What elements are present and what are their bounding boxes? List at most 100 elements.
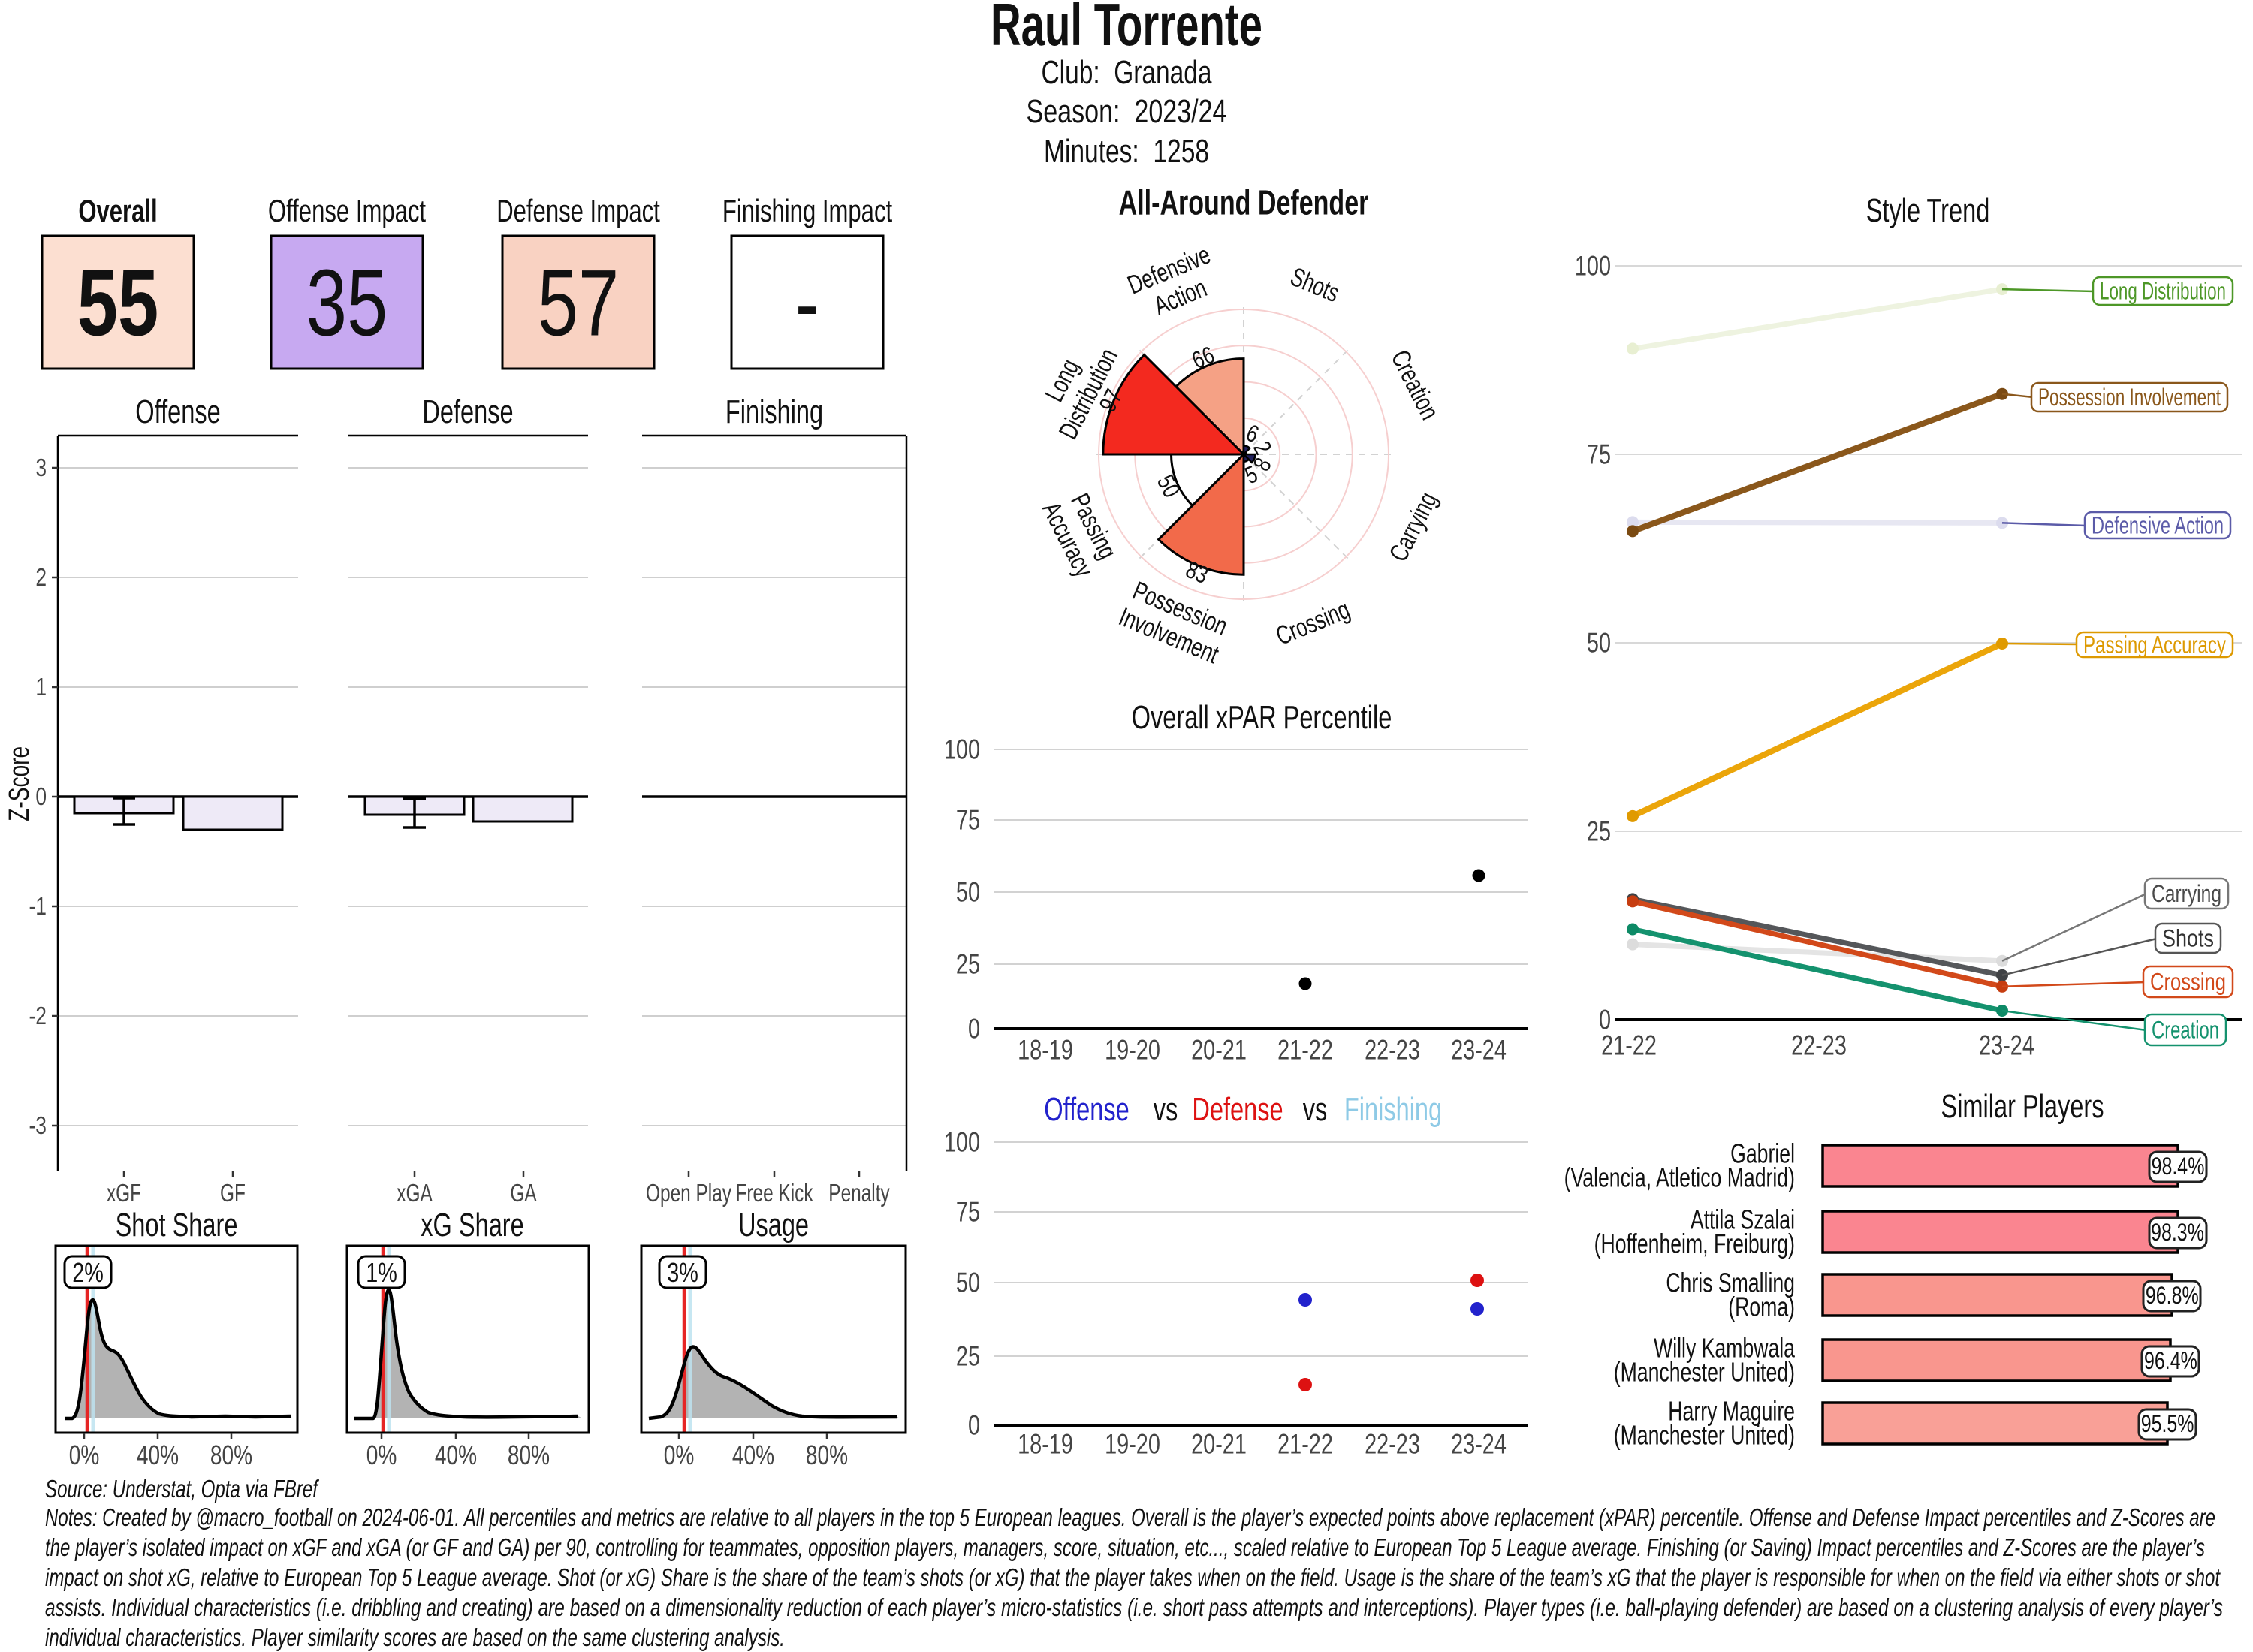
svg-text:100: 100 [1575, 251, 1611, 282]
svg-text:80%: 80% [508, 1440, 550, 1470]
svg-text:96.4%: 96.4% [2144, 1348, 2197, 1375]
svg-text:(Manchester United): (Manchester United) [1614, 1420, 1795, 1451]
svg-text:assists. Individual characteri: assists. Individual characteristics (i.e… [45, 1593, 2223, 1621]
svg-text:100: 100 [944, 734, 980, 765]
svg-text:Defense: Defense [422, 393, 513, 430]
svg-text:1: 1 [35, 674, 47, 701]
svg-text:impact on shot xG, relative to: impact on shot xG, relative to European … [45, 1563, 2221, 1591]
svg-text:0: 0 [35, 784, 47, 811]
svg-text:Defense Impact: Defense Impact [496, 194, 660, 229]
svg-text:Notes: Created by @macro_footb: Notes: Created by @macro_football on 202… [45, 1503, 2215, 1531]
svg-text:Attila Szalai: Attila Szalai [1691, 1204, 1795, 1235]
svg-text:Club: Granada: Club: Granada [1042, 54, 1212, 91]
svg-text:(Valencia, Atletico Madrid): (Valencia, Atletico Madrid) [1564, 1162, 1795, 1193]
svg-text:Chris Smalling: Chris Smalling [1666, 1268, 1795, 1298]
svg-text:(Manchester United): (Manchester United) [1614, 1357, 1795, 1388]
svg-text:23-24: 23-24 [1451, 1429, 1507, 1460]
svg-text:Offense: Offense [135, 393, 220, 430]
svg-text:(Hoffenheim, Freiburg): (Hoffenheim, Freiburg) [1594, 1228, 1795, 1259]
svg-text:Finishing: Finishing [1344, 1091, 1442, 1128]
svg-text:22-23: 22-23 [1365, 1035, 1420, 1066]
svg-text:57: 57 [538, 251, 619, 355]
svg-text:Raul Torrente: Raul Torrente [991, 0, 1262, 58]
svg-text:80%: 80% [210, 1440, 252, 1470]
svg-text:40%: 40% [732, 1440, 774, 1470]
svg-text:21-22: 21-22 [1277, 1035, 1333, 1066]
svg-text:75: 75 [956, 805, 980, 836]
svg-text:0%: 0% [366, 1440, 397, 1470]
svg-text:50: 50 [956, 877, 980, 908]
svg-text:Creation: Creation [2152, 1016, 2219, 1043]
svg-text:GF: GF [220, 1180, 246, 1207]
svg-text:25: 25 [956, 949, 980, 980]
svg-text:Finishing: Finishing [725, 393, 823, 430]
svg-text:Overall: Overall [78, 194, 157, 229]
svg-text:19-20: 19-20 [1105, 1035, 1160, 1066]
svg-text:23-24: 23-24 [1979, 1030, 2034, 1061]
svg-text:individual characteristics. Pl: individual characteristics. Player simil… [45, 1623, 785, 1651]
svg-text:(Roma): (Roma) [1728, 1292, 1795, 1322]
svg-text:the player’s isolated impact o: the player’s isolated impact on xGF and … [45, 1533, 2205, 1561]
svg-text:Gabriel: Gabriel [1730, 1138, 1795, 1169]
svg-text:1%: 1% [366, 1257, 397, 1288]
svg-text:98.3%: 98.3% [2151, 1219, 2204, 1247]
svg-text:Crossing: Crossing [2150, 968, 2226, 995]
svg-text:0: 0 [968, 1014, 980, 1045]
svg-text:-: - [795, 251, 819, 355]
svg-text:-3: -3 [29, 1113, 47, 1140]
svg-text:0: 0 [968, 1410, 980, 1441]
svg-text:GA: GA [510, 1180, 537, 1207]
svg-text:Harry Maguire: Harry Maguire [1668, 1396, 1795, 1427]
svg-text:35: 35 [306, 251, 388, 355]
svg-text:Shot Share: Shot Share [116, 1207, 238, 1244]
svg-text:75: 75 [956, 1197, 980, 1228]
svg-text:xGA: xGA [397, 1180, 433, 1207]
svg-text:Willy Kambwala: Willy Kambwala [1654, 1333, 1795, 1364]
svg-text:Passing Accuracy: Passing Accuracy [2083, 631, 2226, 658]
svg-text:100: 100 [944, 1127, 980, 1158]
svg-text:21-22: 21-22 [1277, 1429, 1333, 1460]
svg-text:Offense: Offense [1044, 1091, 1129, 1128]
svg-text:18-19: 18-19 [1018, 1035, 1073, 1066]
svg-text:Season: 2023/24: Season: 2023/24 [1027, 93, 1227, 130]
svg-text:0%: 0% [664, 1440, 695, 1470]
svg-text:55: 55 [77, 251, 158, 355]
svg-text:3: 3 [35, 455, 47, 482]
svg-text:All-Around Defender: All-Around Defender [1119, 182, 1369, 222]
svg-text:Source: Understat, Opta via FB: Source: Understat, Opta via FBref [45, 1475, 320, 1503]
svg-text:50: 50 [1587, 628, 1611, 659]
svg-text:98.4%: 98.4% [2152, 1153, 2205, 1180]
svg-text:20-21: 20-21 [1191, 1035, 1247, 1066]
svg-text:Minutes: 1258: Minutes: 1258 [1044, 133, 1209, 170]
svg-text:vs: vs [1303, 1091, 1328, 1128]
svg-text:Defensive Action: Defensive Action [2092, 511, 2224, 538]
svg-text:Shots: Shots [2162, 924, 2214, 951]
svg-text:Z-Score: Z-Score [4, 746, 35, 821]
svg-text:Free Kick: Free Kick [735, 1180, 813, 1207]
svg-text:Defense: Defense [1192, 1091, 1283, 1128]
svg-text:Finishing Impact: Finishing Impact [722, 194, 892, 229]
svg-text:25: 25 [1587, 816, 1611, 847]
svg-text:Overall xPAR Percentile: Overall xPAR Percentile [1132, 699, 1392, 736]
svg-text:-2: -2 [29, 1003, 47, 1030]
svg-text:Style Trend: Style Trend [1866, 192, 1990, 229]
svg-text:Carrying: Carrying [2152, 880, 2221, 907]
svg-text:Penalty: Penalty [828, 1180, 890, 1207]
svg-text:Usage: Usage [738, 1207, 809, 1244]
svg-text:75: 75 [1587, 439, 1611, 470]
svg-text:vs: vs [1154, 1091, 1178, 1128]
svg-text:40%: 40% [137, 1440, 179, 1470]
svg-text:22-23: 22-23 [1365, 1429, 1420, 1460]
svg-text:21-22: 21-22 [1601, 1030, 1657, 1061]
svg-text:25: 25 [956, 1341, 980, 1372]
svg-text:2%: 2% [72, 1257, 104, 1288]
svg-text:20-21: 20-21 [1191, 1429, 1247, 1460]
svg-text:22-23: 22-23 [1791, 1030, 1847, 1061]
svg-text:3%: 3% [667, 1257, 698, 1288]
svg-text:0%: 0% [69, 1440, 100, 1470]
svg-text:Open Play: Open Play [646, 1180, 731, 1207]
svg-text:xGF: xGF [107, 1180, 141, 1207]
svg-text:Similar Players: Similar Players [1941, 1088, 2104, 1125]
svg-text:0: 0 [1599, 1005, 1611, 1036]
svg-text:18-19: 18-19 [1018, 1429, 1073, 1460]
